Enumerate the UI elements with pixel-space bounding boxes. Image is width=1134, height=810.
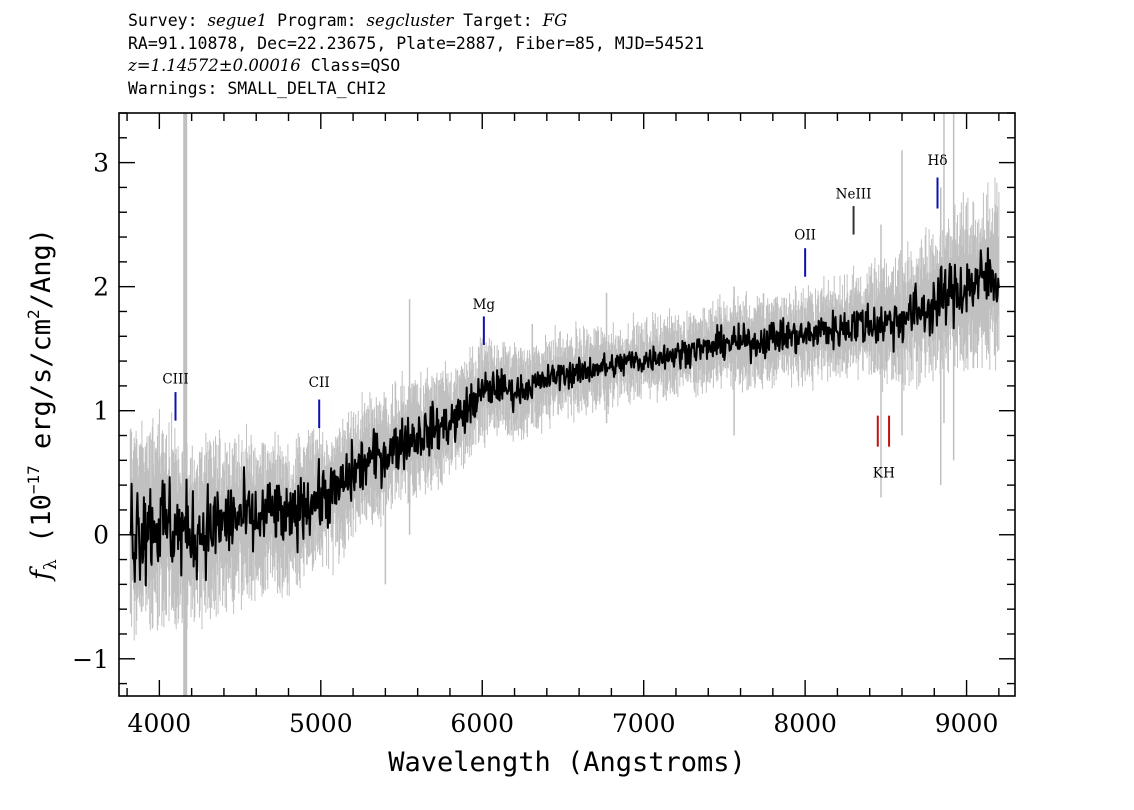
program-value: segcluster <box>366 11 454 30</box>
x-tick-label: 6000 <box>450 709 514 738</box>
y-tick-label: 1 <box>93 397 109 426</box>
y-tick-label: −1 <box>72 645 109 674</box>
x-tick-label: 4000 <box>128 709 192 738</box>
plot-frame <box>118 112 1016 697</box>
line-label: K <box>873 465 884 481</box>
survey-value: segue1 <box>207 11 268 30</box>
x-tick-label: 9000 <box>935 709 999 738</box>
x-axis-title: Wavelength (Angstroms) <box>388 747 746 778</box>
class-value: Class=QSO <box>310 56 401 75</box>
program-label: Program: <box>277 11 357 30</box>
y-axis-title: fλ (10−17 erg/s/cm2/Ang) <box>24 228 61 582</box>
y-axis-suffix: /Ang) <box>26 228 57 309</box>
header-line-survey: Survey: segue1 Program: segcluster Targe… <box>128 10 1108 33</box>
y-axis-exponent: −17 <box>24 465 43 494</box>
line-label: OII <box>794 228 816 244</box>
header-line-coordinates: RA=91.10878, Dec=22.23675, Plate=2887, F… <box>128 33 705 53</box>
line-label: CIII <box>162 371 188 387</box>
plot-body <box>129 113 1000 696</box>
redshift-value: z=1.14572±0.00016 <box>128 56 301 75</box>
y-axis-middle: erg/s/cm <box>26 319 57 465</box>
y-axis-subscript: λ <box>41 559 61 570</box>
y-tick-label: 2 <box>93 273 109 302</box>
x-tick-label: 7000 <box>612 709 676 738</box>
x-tick-label: 8000 <box>773 709 837 738</box>
survey-label: Survey: <box>128 11 198 30</box>
line-label: Mg <box>473 297 496 313</box>
y-axis-symbol: f <box>26 566 57 582</box>
header-line-redshift: z=1.14572±0.00016 Class=QSO <box>128 55 1108 78</box>
x-tick-label: 5000 <box>289 709 353 738</box>
spectrum-header: Survey: segue1 Program: segcluster Targe… <box>128 10 1108 100</box>
line-annotations: CIII CII Mg OII NeIII Hδ K H <box>162 153 947 481</box>
line-label: CII <box>309 375 330 391</box>
header-line-warnings: Warnings: SMALL_DELTA_CHI2 <box>128 78 387 98</box>
line-label: Hδ <box>928 153 948 169</box>
line-label: H <box>883 465 895 481</box>
y-axis-exponent2: 2 <box>24 309 43 319</box>
target-value: FG <box>542 11 568 30</box>
y-axis-prefix: (10 <box>26 494 57 559</box>
flux-line <box>129 247 1000 587</box>
y-tick-label: 3 <box>93 149 109 178</box>
y-tick-label: 0 <box>93 521 109 550</box>
axis-ticks: 4000 5000 6000 7000 8000 9000 −1 0 1 2 3 <box>72 112 1015 738</box>
target-label: Target: <box>463 11 533 30</box>
line-label: NeIII <box>836 187 872 203</box>
error-envelope <box>129 177 1000 641</box>
